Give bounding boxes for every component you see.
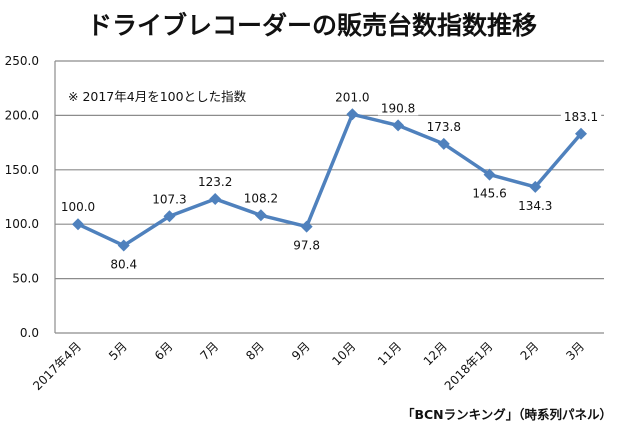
y-tick-label: 200.0 (5, 108, 39, 122)
data-point-marker (437, 137, 450, 150)
data-label: 100.0 (61, 200, 95, 214)
data-point-marker (117, 239, 130, 252)
x-tick-label: 10月 (329, 339, 358, 368)
data-label: 173.8 (427, 120, 461, 134)
data-labels: 100.0 80.4 107.3 123.2 108.2 97.8 201.0 190.8 17… (57, 90, 602, 272)
data-label-background (560, 109, 602, 124)
x-tick-label: 9月 (289, 339, 313, 363)
data-label: 97.8 (293, 239, 320, 253)
y-tick-label: 0.0 (20, 326, 39, 340)
chart-note: ※ 2017年4月を100とした指数 (68, 89, 247, 104)
gridlines (54, 60, 604, 334)
chart-title: ドライブレコーダーの販売台数指数推移 (87, 11, 537, 40)
x-tick-label: 6月 (152, 339, 176, 363)
data-label: 145.6 (472, 187, 506, 201)
data-label: 108.2 (244, 191, 278, 205)
y-tick-label: 50.0 (12, 272, 39, 286)
data-point-marker (254, 209, 267, 222)
x-tick-label: 11月 (375, 339, 404, 368)
data-label-background (377, 101, 419, 116)
series-polyline (77, 112, 583, 248)
y-tick-label: 100.0 (5, 217, 39, 231)
data-point-marker (209, 192, 222, 205)
x-tick-label: 2018年1月 (442, 339, 496, 393)
y-tick-label: 250.0 (5, 54, 39, 68)
data-label-background (149, 192, 190, 207)
data-label: 183.1 (564, 110, 598, 124)
data-label: 80.4 (110, 258, 137, 272)
data-point-marker (300, 220, 313, 233)
data-label: 123.2 (198, 175, 232, 189)
data-label: 190.8 (381, 101, 415, 115)
data-point-marker (483, 168, 496, 181)
data-label-background (107, 257, 141, 272)
series-line (72, 108, 587, 252)
data-point-marker (392, 119, 405, 132)
x-tick-label: 2月 (518, 339, 542, 363)
data-label-background (240, 191, 282, 206)
x-tick-label: 3月 (563, 339, 587, 363)
data-label-background (515, 198, 556, 213)
y-axis-ticks: 0.0 50.0 100.0 150.0 200.0 250.0 (5, 54, 39, 340)
data-label-background (332, 90, 373, 105)
data-label-background (290, 238, 323, 253)
y-tick-label: 150.0 (5, 163, 39, 177)
data-point-marker (163, 210, 176, 223)
x-tick-label: 5月 (106, 339, 130, 363)
data-label-background (469, 186, 510, 201)
data-point-marker (575, 127, 587, 140)
x-tick-label: 2017年4月 (30, 339, 84, 393)
data-label: 201.0 (335, 90, 369, 104)
x-tick-label: 8月 (243, 339, 267, 363)
data-label: 134.3 (518, 199, 552, 213)
data-point-marker (72, 218, 84, 231)
data-point-marker (529, 180, 542, 193)
data-label-background (423, 119, 464, 134)
x-tick-label: 12月 (421, 339, 450, 368)
x-tick-label: 7月 (198, 339, 222, 363)
data-label-background (195, 174, 236, 189)
data-label: 107.3 (152, 192, 186, 206)
source-credit: 「BCNランキング」（時系列パネル） (402, 407, 612, 422)
data-point-marker (346, 108, 359, 121)
data-label-background (57, 200, 99, 215)
